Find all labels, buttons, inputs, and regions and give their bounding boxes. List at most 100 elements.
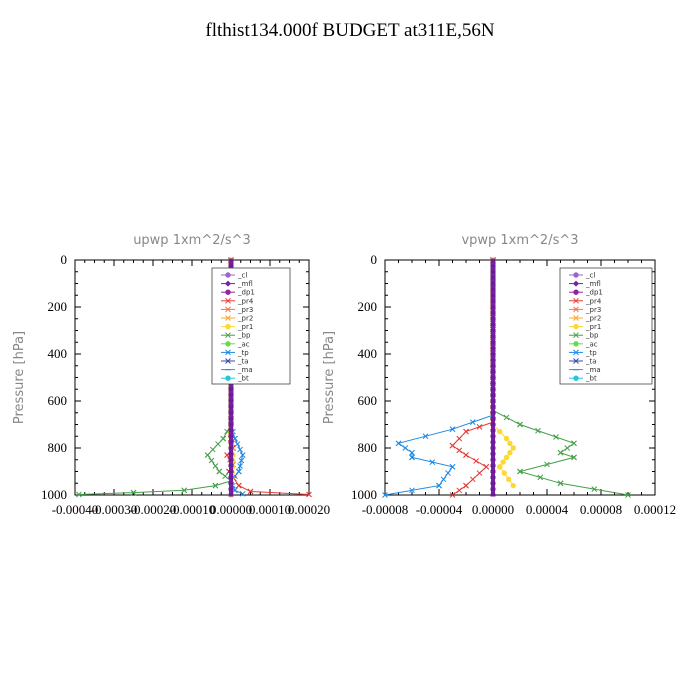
legend-label: _tp: [585, 349, 597, 357]
data-marker: [449, 442, 456, 449]
data-marker: [409, 487, 415, 494]
data-marker: [234, 441, 241, 447]
legend-marker: [225, 272, 231, 278]
data-marker: [490, 270, 496, 274]
legend-marker: [225, 280, 231, 287]
data-marker: [429, 459, 436, 465]
data-marker: [517, 421, 523, 428]
legend-marker: [573, 272, 579, 278]
legend-label: _tp: [237, 349, 249, 357]
series-line-bp: [78, 260, 233, 495]
data-marker: [503, 454, 510, 461]
data-marker: [490, 305, 496, 309]
data-marker: [490, 464, 496, 468]
data-marker: [591, 486, 598, 492]
data-marker: [490, 370, 496, 374]
data-marker: [239, 490, 246, 497]
legend-label: _bt: [237, 375, 249, 383]
legend-label: _mfl: [237, 280, 253, 288]
data-marker: [490, 452, 496, 456]
y-tick-label: 400: [48, 346, 68, 361]
data-marker: [490, 311, 496, 315]
data-marker: [476, 470, 483, 476]
x-tick-label: -0.00040: [52, 502, 99, 517]
y-tick-label: 200: [48, 299, 68, 314]
data-marker: [490, 364, 496, 368]
legend-marker: [225, 289, 231, 295]
x-tick-label: 0.00020: [288, 502, 330, 517]
data-marker: [306, 491, 312, 498]
data-marker: [490, 334, 496, 338]
data-marker: [463, 428, 469, 435]
chart-title: vpwp 1xm^2/s^3: [461, 233, 578, 248]
y-tick-label: 800: [48, 440, 68, 455]
legend-label: _pr3: [237, 306, 253, 314]
legend-marker: [225, 306, 231, 313]
data-marker: [247, 488, 254, 495]
data-marker: [557, 480, 564, 487]
data-marker: [228, 264, 234, 268]
x-tick-label: 0.00012: [634, 502, 676, 517]
data-marker: [228, 452, 234, 456]
data-marker: [228, 434, 234, 438]
data-marker: [490, 358, 496, 362]
legend: _cl_mfl_dp1_pr4_pr3_pr2_pr1_bp_ac_tp_ta_…: [211, 267, 291, 385]
y-tick-label: 600: [48, 393, 68, 408]
page-title: flthist134.000f BUDGET at311E,56N: [205, 20, 495, 41]
x-tick-label: 0.00008: [580, 502, 622, 517]
legend-marker: [573, 289, 579, 295]
legend-label: _pr2: [237, 315, 253, 323]
data-marker: [490, 446, 496, 450]
data-marker: [553, 434, 559, 440]
legend-label: _cl: [237, 272, 247, 280]
data-marker: [422, 433, 429, 440]
data-marker: [228, 493, 234, 497]
data-marker: [228, 258, 234, 262]
data-marker: [235, 482, 242, 489]
data-marker: [625, 492, 631, 498]
y-tick-label: 1000: [351, 487, 377, 502]
legend-marker: [573, 323, 579, 330]
data-marker: [228, 440, 234, 444]
data-marker: [490, 481, 496, 485]
data-marker: [490, 346, 496, 350]
data-marker: [228, 446, 234, 450]
data-marker: [503, 435, 510, 442]
legend-label: _bt: [585, 375, 597, 383]
data-marker: [228, 464, 234, 468]
legend-marker: [225, 297, 231, 304]
data-marker: [490, 399, 496, 403]
data-marker: [517, 468, 523, 475]
legend-box: [211, 267, 291, 385]
data-marker: [490, 393, 496, 397]
data-marker: [130, 489, 137, 496]
data-marker: [228, 393, 234, 397]
x-tick-label: -0.00008: [362, 502, 409, 517]
data-marker: [500, 459, 506, 465]
data-marker: [228, 387, 234, 391]
legend-label: _cl: [585, 272, 595, 280]
data-marker: [490, 387, 496, 391]
legend-label: _pr1: [585, 323, 601, 331]
data-marker: [490, 493, 496, 497]
data-marker: [76, 491, 82, 498]
data-marker: [473, 458, 479, 464]
y-tick-label: 600: [358, 393, 378, 408]
data-marker: [490, 282, 496, 285]
data-marker: [506, 476, 512, 483]
data-marker: [510, 482, 516, 489]
data-marker: [216, 468, 223, 475]
data-marker: [507, 450, 513, 456]
legend-label: _mfl: [585, 280, 601, 288]
legend-marker: [225, 315, 231, 321]
data-marker: [228, 470, 234, 473]
data-marker: [497, 428, 503, 435]
legend-label: _dp1: [237, 289, 255, 297]
data-marker: [490, 299, 496, 303]
legend-label: _pr2: [585, 315, 601, 323]
data-marker: [476, 423, 483, 430]
data-marker: [445, 470, 451, 476]
legend-label: _ma: [237, 366, 253, 374]
data-marker: [238, 457, 245, 464]
